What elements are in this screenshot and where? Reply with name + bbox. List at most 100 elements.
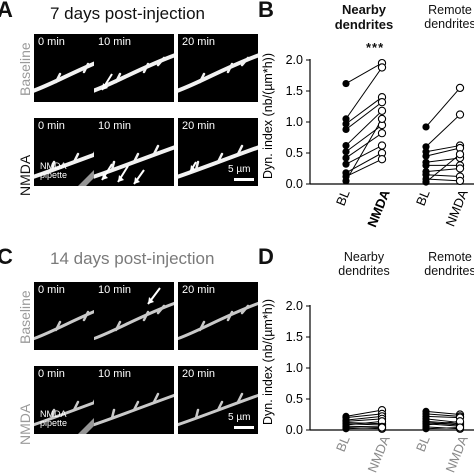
panel-c-row-label-baseline: Baseline <box>17 290 33 344</box>
bl-point <box>342 177 350 185</box>
x-tick-label: BL <box>413 434 433 454</box>
dendrite-image <box>178 392 258 429</box>
pair-line <box>425 422 461 426</box>
pair-line <box>345 152 383 174</box>
nmda-point <box>377 423 387 432</box>
micrograph-tile: 10 min <box>94 118 174 186</box>
pair-line <box>425 420 461 426</box>
nmda-point <box>377 155 387 164</box>
panel-c-letter: C <box>0 244 13 269</box>
y-tick-label: 1.5 <box>286 84 303 98</box>
time-label: 20 min <box>182 120 216 132</box>
dendrite-image <box>94 392 174 427</box>
x-tick-label: NMDA <box>443 187 471 228</box>
pair-line <box>345 420 383 426</box>
pipette-label: NMDA pipette <box>40 161 68 181</box>
panel-b-nearby-header: Nearby dendrites <box>334 2 394 32</box>
pair-line <box>345 158 383 178</box>
arrow-icon <box>101 163 113 181</box>
time-label: 0 min <box>38 284 65 296</box>
pair-line <box>345 110 383 146</box>
nmda-point <box>377 129 387 138</box>
time-label: 0 min <box>38 368 65 380</box>
nmda-point <box>455 164 465 173</box>
y-axis-label: Dyn. index (nb/(µm*h)) <box>261 53 275 179</box>
bl-point <box>422 143 430 151</box>
bl-point <box>342 160 350 168</box>
panel-b-letter: B <box>258 0 274 22</box>
bl-point <box>422 123 430 131</box>
bl-point <box>342 154 350 162</box>
arrow-icon <box>117 165 129 183</box>
bl-point <box>422 425 430 433</box>
dendrite-image <box>178 53 258 93</box>
micrograph-tile: 20 min <box>178 34 258 102</box>
y-tick-label: 0.0 <box>286 177 303 191</box>
x-tick-label: BL <box>333 188 353 208</box>
pair-line <box>425 420 461 425</box>
time-label: 20 min <box>182 368 216 380</box>
y-tick-label: 0.5 <box>286 146 303 160</box>
bl-point <box>422 161 430 169</box>
nmda-point <box>455 176 465 186</box>
bl-point <box>342 125 350 134</box>
pair-line <box>345 101 383 130</box>
nmda-point <box>455 110 465 119</box>
pair-line <box>425 410 461 415</box>
arrow-icon <box>133 169 145 185</box>
y-tick-label: 1.0 <box>286 115 303 129</box>
micrograph-tile: 10 min <box>94 366 174 434</box>
micrograph-tile: 20 min 5 µm <box>178 118 258 186</box>
panel-a-row-label-nmda: NMDA <box>17 154 33 196</box>
micrograph-tile: 20 min <box>178 282 258 350</box>
pair-line <box>425 114 461 148</box>
pair-line <box>345 413 383 419</box>
panel-b-significance: *** <box>366 40 385 55</box>
panel-d-letter: D <box>258 244 274 269</box>
x-tick-label: NMDA <box>443 433 471 474</box>
x-tick-label: BL <box>333 434 353 454</box>
micrograph-tile: 10 min <box>94 282 174 350</box>
y-tick-label: 0.5 <box>286 392 303 406</box>
arrow-icon <box>189 161 197 173</box>
pair-line <box>345 67 383 120</box>
dendrite-image <box>94 144 174 185</box>
micrograph-tile: 20 min 5 µm <box>178 366 258 434</box>
time-label: 0 min <box>38 120 65 132</box>
time-label: 10 min <box>98 284 132 296</box>
pair-line <box>345 96 383 125</box>
micrograph-tile: 10 min <box>94 34 174 102</box>
nmda-point <box>377 63 387 72</box>
bl-point <box>422 178 430 186</box>
panel-d-nearby-header: Nearby dendrites <box>338 250 390 279</box>
y-tick-label: 2.0 <box>286 299 303 313</box>
nmda-point <box>377 141 387 150</box>
x-tick-label: NMDA <box>364 187 393 229</box>
scale-bar-label: 5 µm <box>228 164 251 175</box>
pair-line <box>345 415 383 421</box>
pair-line <box>425 87 461 128</box>
dendrite-image <box>178 144 258 181</box>
bl-point <box>342 79 350 88</box>
nmda-point <box>377 106 387 115</box>
nmda-point <box>455 150 465 159</box>
bl-point <box>342 148 350 156</box>
time-label: 10 min <box>98 368 132 380</box>
panel-a-title: 7 days post-injection <box>50 4 205 23</box>
bl-point <box>422 152 430 160</box>
pair-line <box>425 413 461 417</box>
pair-line <box>425 427 461 430</box>
pipette-label: NMDA pipette <box>40 409 68 429</box>
nmda-point <box>377 98 387 107</box>
pair-line <box>425 153 461 183</box>
pair-line <box>345 418 383 422</box>
time-label: 20 min <box>182 284 216 296</box>
nmda-point <box>455 83 465 93</box>
dendrite-image <box>178 301 258 341</box>
pair-line <box>425 168 461 173</box>
pair-line <box>425 174 461 178</box>
panel-b-chart: 0.0 0.5 1.0 1.5 2.0 Dyn. index (nb/(µm*h)) BL N… <box>261 53 474 229</box>
panel-d-remote-header: Remote dendrites <box>424 250 474 279</box>
pair-line <box>345 145 383 165</box>
pair-line <box>425 145 461 153</box>
